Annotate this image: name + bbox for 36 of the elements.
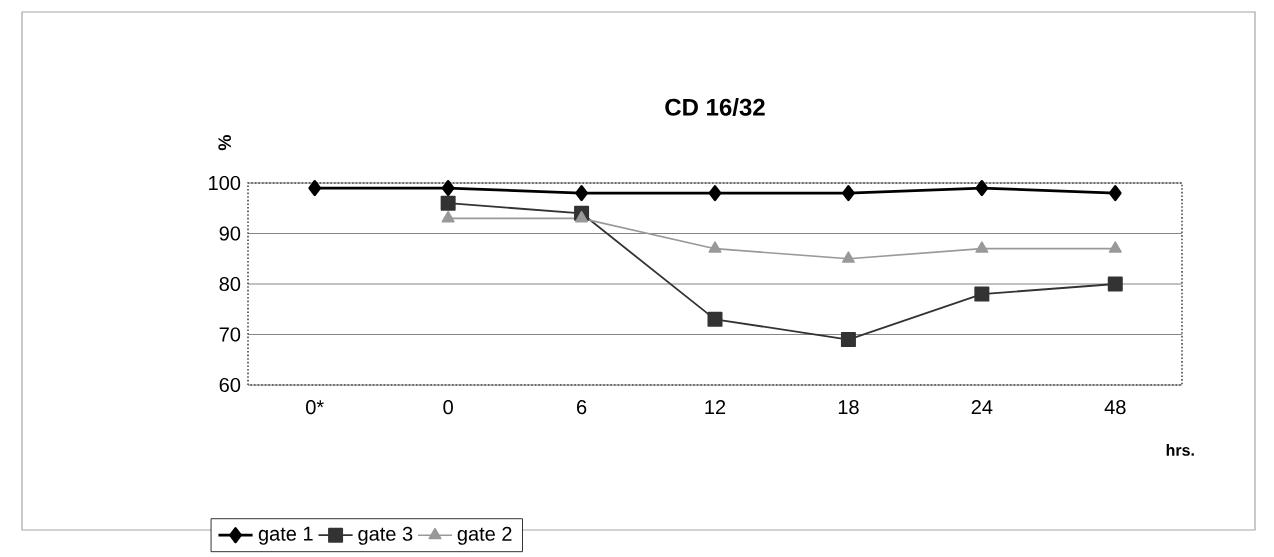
legend-label: gate 2 (457, 526, 512, 545)
point (441, 210, 455, 223)
point (840, 332, 856, 348)
point (707, 311, 723, 327)
x-tick-label: 0* (306, 400, 324, 415)
point (975, 241, 989, 253)
x-tick-label: 6 (577, 400, 587, 415)
x-tick-label: 0 (443, 400, 453, 415)
point (440, 195, 456, 211)
point (975, 180, 989, 197)
y-axis-title: % (218, 135, 231, 151)
y-tick-label: 100 (209, 175, 241, 191)
x-tick-label: 24 (971, 400, 993, 415)
point (441, 180, 455, 197)
point (708, 241, 722, 253)
point (575, 210, 589, 223)
legend-label: gate 1 (258, 526, 313, 545)
point (1108, 185, 1122, 202)
point (974, 286, 990, 302)
legend-label: gate 3 (358, 526, 413, 545)
point (1107, 276, 1123, 292)
y-tick-label: 80 (219, 276, 241, 292)
y-tick-label: 90 (219, 226, 241, 241)
chart-title: CD 16/32 (665, 98, 765, 116)
x-tick-label: 18 (838, 400, 859, 415)
y-tick-label: 70 (219, 327, 241, 342)
x-tick-label: 12 (705, 400, 726, 415)
point (708, 185, 722, 202)
y-tick-label: 60 (219, 377, 241, 393)
point (575, 185, 588, 202)
point (308, 180, 322, 197)
point (842, 185, 855, 202)
x-tick-label: 48 (1104, 400, 1126, 415)
point (841, 251, 855, 263)
x-axis-title: hrs. (1166, 444, 1194, 456)
point (1108, 241, 1122, 253)
